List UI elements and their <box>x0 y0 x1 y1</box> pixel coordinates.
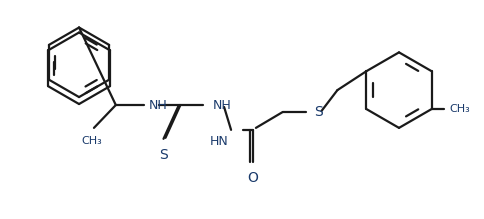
Text: S: S <box>159 148 167 162</box>
Text: CH₃: CH₃ <box>449 104 469 114</box>
Text: NH: NH <box>213 99 231 111</box>
Text: NH: NH <box>148 99 167 111</box>
Text: S: S <box>314 105 323 119</box>
Text: O: O <box>247 171 258 185</box>
Text: CH₃: CH₃ <box>81 136 102 146</box>
Text: HN: HN <box>209 135 227 148</box>
